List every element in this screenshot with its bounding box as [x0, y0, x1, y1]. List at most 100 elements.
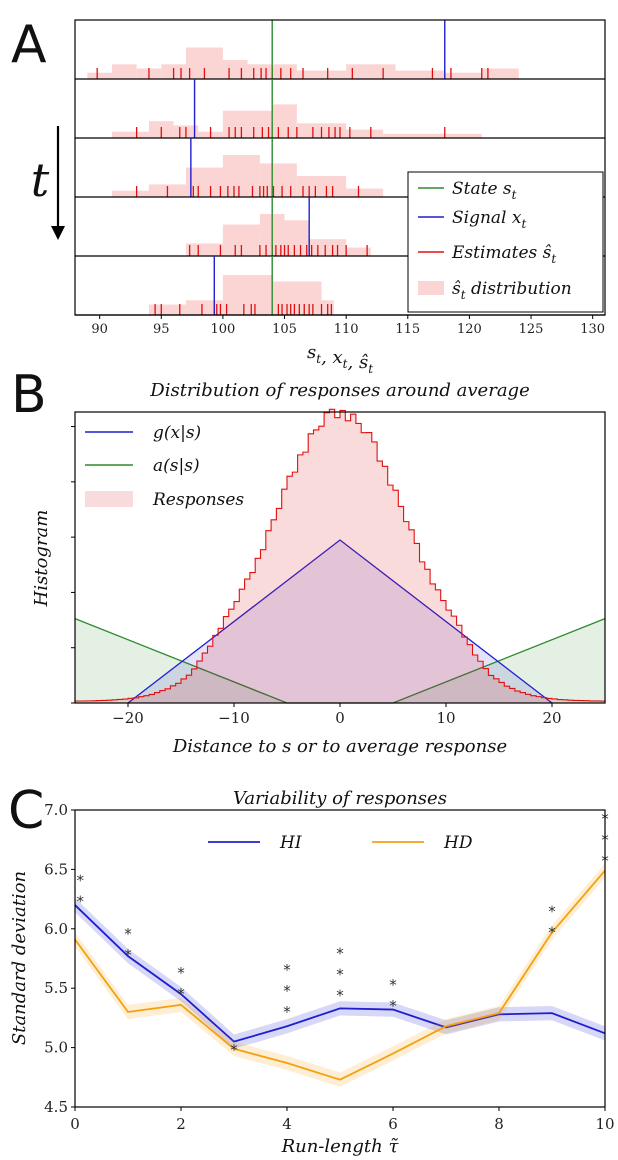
significance-star: *: [77, 871, 85, 889]
distribution-bar: [309, 239, 347, 256]
panel-label-c: C: [8, 781, 44, 841]
line-hi: [74, 904, 606, 1043]
x-tick-label-c: 0: [70, 1115, 80, 1133]
y-tick-label-c: 5.5: [44, 979, 68, 997]
g-curve: [127, 539, 553, 704]
legend-signal-label: Signal xt: [452, 208, 526, 231]
line-hd: [74, 870, 606, 1081]
significance-star: *: [548, 923, 556, 941]
legend-responses-swatch: [85, 491, 133, 507]
y-tick-label-c: 4.5: [44, 1098, 68, 1116]
row-1: [75, 20, 605, 80]
x-tick-label: 100: [210, 322, 235, 337]
distribution-bar: [222, 110, 273, 138]
significance-star: *: [124, 946, 132, 964]
distribution-bar: [346, 64, 396, 79]
panel-label-b: B: [11, 365, 47, 425]
x-tick-label-c: 10: [595, 1115, 614, 1133]
x-tick-label-b: −10: [218, 709, 250, 727]
distribution-bar: [296, 176, 347, 197]
distribution-bar: [444, 72, 482, 79]
significance-star: *: [336, 965, 344, 983]
x-tick-label: 125: [519, 322, 544, 337]
x-tick-label-c: 4: [282, 1115, 292, 1133]
axes-frame-c: [74, 809, 606, 1108]
significance-star: *: [283, 1003, 291, 1021]
x-tick-label-b: 20: [542, 709, 561, 727]
distribution-bar: [383, 133, 482, 138]
row-4: [75, 197, 605, 257]
distribution-bar: [87, 72, 112, 79]
x-tick-label-c: 6: [388, 1115, 398, 1133]
row-2: [75, 79, 605, 139]
distribution-bar: [148, 304, 186, 315]
legend-hi-label: HI: [279, 833, 302, 853]
y-axis-label-c: Standard deviation: [9, 871, 30, 1045]
band-hd: [75, 863, 605, 1087]
legend-b: g(x|s) a(s|s) Responses: [85, 423, 244, 510]
distribution-bar: [346, 129, 384, 138]
x-tick-label: 120: [457, 322, 482, 337]
significance-star: *: [77, 892, 85, 910]
distribution-bar: [395, 70, 445, 79]
distribution-bar: [272, 104, 297, 138]
panel-c: C Variability of responses * * * * * * * * * * * * * * *…: [8, 781, 615, 1157]
x-tick-label-b: 0: [335, 709, 345, 727]
x-tick-label: 130: [580, 322, 605, 337]
distribution-bar: [185, 167, 223, 197]
x-axis-label-b: Distance to s or to average response: [172, 736, 507, 757]
chart-title-c: Variability of responses: [233, 788, 447, 809]
y-tick-label-c: 7.0: [44, 801, 68, 819]
significance-star: *: [177, 985, 185, 1003]
significance-star: *: [389, 997, 397, 1015]
significance-star: *: [283, 982, 291, 1000]
band-hi: [75, 897, 605, 1049]
legend-distribution-label: ŝt distribution: [452, 279, 572, 302]
panel-b: B Distribution of responses around averag…: [11, 365, 606, 757]
significance-star: *: [336, 944, 344, 962]
panel-a: A 90 95 100 105 110 115 120 125 130 st, xt, ŝt t Sta…: [11, 15, 606, 376]
x-tick-label: 95: [153, 322, 170, 337]
x-tick-label-b: 10: [436, 709, 455, 727]
x-tick-label: 115: [395, 322, 420, 337]
responses-histogram: [74, 408, 606, 704]
x-tick-label-b: −20: [112, 709, 144, 727]
distribution-bar: [185, 243, 223, 256]
significance-star: *: [283, 961, 291, 979]
x-tick-label: 110: [334, 322, 359, 337]
x-tick-label: 90: [91, 322, 108, 337]
x-axis-label: st, xt, ŝt: [307, 342, 373, 376]
legend-a-label: a(s|s): [153, 456, 200, 476]
distribution-bar: [481, 68, 519, 79]
significance-star: *: [336, 986, 344, 1004]
distribution-bar: [346, 247, 371, 256]
distribution-bar: [111, 64, 137, 79]
distribution-bar: [222, 275, 273, 315]
distribution-bar: [222, 60, 248, 79]
distribution-bar: [272, 281, 322, 315]
row-5: [75, 256, 605, 316]
legend-estimates-label: Estimates ŝt: [451, 243, 556, 266]
legend-c: HI HD: [208, 833, 473, 853]
y-axis-label-b: Histogram: [31, 510, 52, 608]
axes-frame: [74, 19, 606, 316]
y-tick-label-c: 6.0: [44, 920, 68, 938]
significance-star: *: [124, 925, 132, 943]
legend-g-label: g(x|s): [153, 423, 201, 443]
g-area: [128, 540, 552, 703]
legend-state-label: State st: [452, 179, 517, 202]
x-axis-label-c: Run-length τ̃: [281, 1136, 400, 1157]
distribution-bar: [111, 190, 149, 197]
distribution-bar: [111, 131, 149, 138]
time-label: t: [31, 153, 50, 207]
x-tick-label-c: 8: [494, 1115, 504, 1133]
panel-label-a: A: [11, 15, 47, 75]
y-tick-label-c: 6.5: [44, 860, 68, 878]
y-tick-label-c: 5.0: [44, 1039, 68, 1057]
significance-star: *: [230, 1041, 238, 1059]
legend-hd-label: HD: [443, 833, 473, 853]
legend-distribution-swatch: [418, 281, 444, 295]
distribution-bar: [296, 70, 347, 79]
x-tick-label-c: 2: [176, 1115, 186, 1133]
